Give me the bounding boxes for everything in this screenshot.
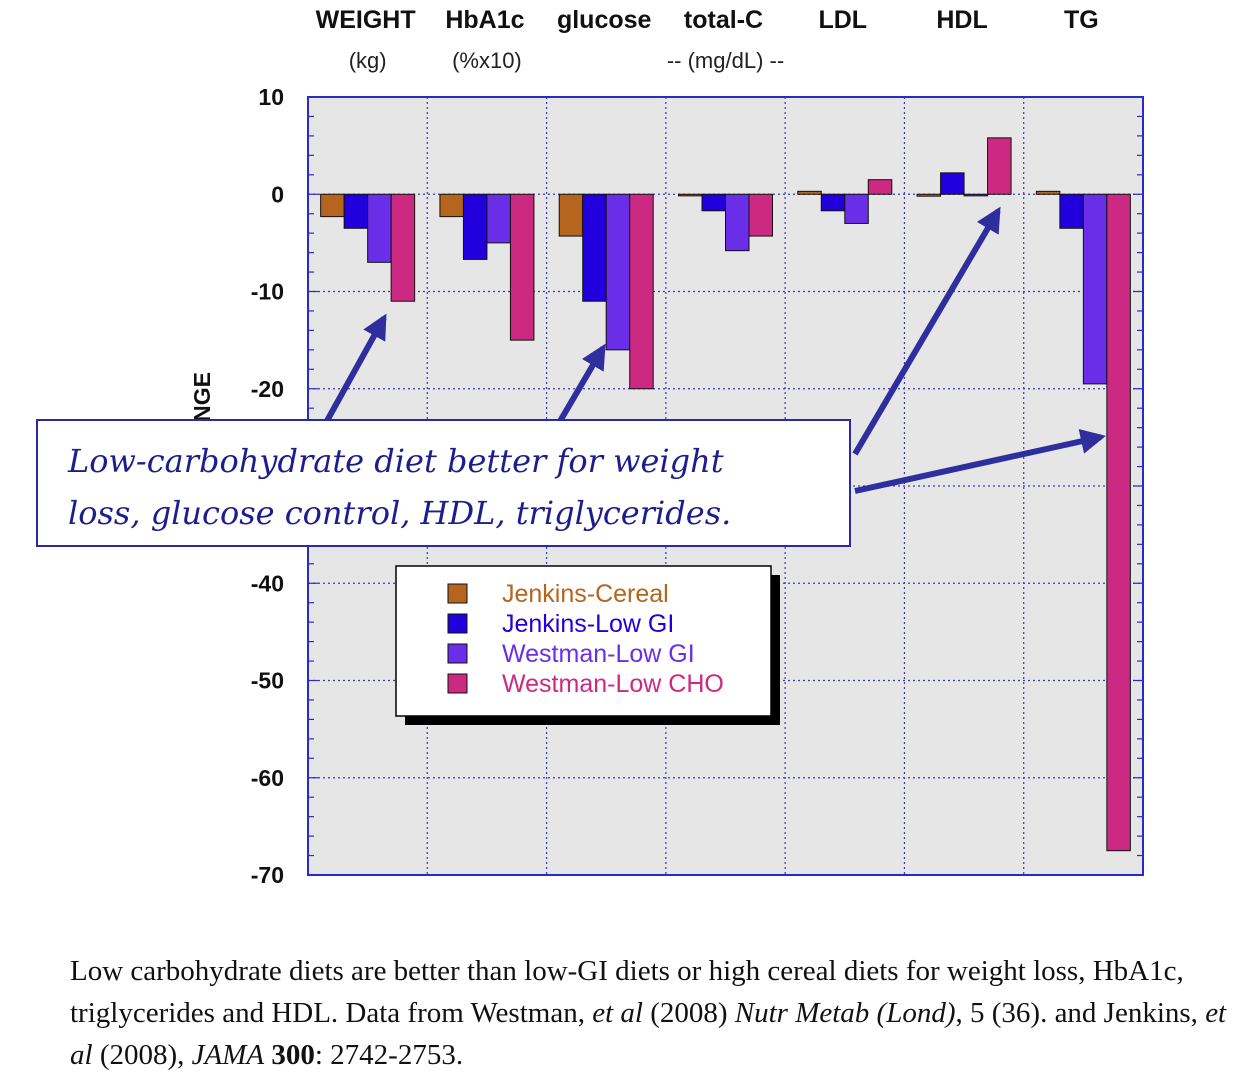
caption-journal-2: JAMA — [191, 1039, 265, 1071]
bar-tg-jenkins-cereal — [1035, 190, 1061, 195]
caption-text-3: , 5 (36). and Jenkins, — [955, 997, 1206, 1029]
category-unit-hba1c: (%x10) — [452, 48, 522, 73]
category-label-hba1c: HbA1c — [445, 6, 524, 34]
bar-total-c-jenkins-cereal — [678, 193, 703, 197]
bar-weight-westman-low-cho — [390, 193, 416, 302]
y-tick-label: -10 — [251, 279, 284, 305]
bar-hdl-westman-low-gi — [963, 193, 989, 197]
caption-etal-1: et al — [592, 997, 643, 1029]
callout-box: Low-carbohydrate diet better for weight … — [36, 419, 851, 547]
bar-hdl-westman-low-cho — [987, 137, 1012, 195]
category-label-ldl: LDL — [818, 6, 867, 34]
bar-glucose-westman-low-gi — [605, 193, 631, 351]
legend-label-2: Westman-Low GI — [502, 640, 695, 668]
y-tick-label: -20 — [251, 376, 284, 402]
legend-label-3: Westman-Low CHO — [502, 670, 724, 698]
caption-volume: 300 — [271, 1039, 315, 1071]
category-label-glucose: glucose — [557, 6, 652, 34]
annotation-arrow-4 — [854, 429, 1106, 494]
bar-hba1c-westman-low-cho — [509, 193, 535, 341]
legend-swatch-1 — [447, 613, 468, 634]
callout-line-2: loss, glucose control, HDL, triglyceride… — [68, 494, 732, 532]
bar-hdl-jenkins-cereal — [916, 193, 942, 197]
category-label-weight: WEIGHT — [316, 6, 416, 34]
category-unit-weight: (kg) — [349, 48, 387, 73]
bar-ldl-westman-low-gi — [844, 193, 869, 224]
y-tick-label: -60 — [251, 765, 284, 791]
legend-swatch-0 — [447, 583, 468, 604]
bar-total-c-westman-low-gi — [725, 193, 750, 252]
bar-hba1c-westman-low-gi — [486, 193, 511, 244]
bar-hdl-jenkins-low-gi — [940, 172, 965, 195]
bar-glucose-jenkins-low-gi — [582, 193, 607, 302]
category-label-tg: TG — [1064, 6, 1099, 34]
legend-swatch-3 — [447, 673, 468, 694]
bar-ldl-jenkins-cereal — [797, 190, 822, 195]
caption-text-6: : 2742-2753. — [314, 1039, 464, 1071]
legend-label-1: Jenkins-Low GI — [502, 610, 674, 638]
annotation-arrow-1 — [320, 313, 387, 430]
legend-swatch-2 — [447, 643, 468, 664]
bar-weight-jenkins-low-gi — [343, 193, 369, 229]
y-tick-label: -70 — [251, 862, 284, 888]
bar-weight-jenkins-cereal — [320, 193, 345, 218]
bar-tg-westman-low-gi — [1082, 193, 1108, 385]
category-unit-total-c: -- (mg/dL) -- — [667, 48, 784, 73]
y-tick-label: -40 — [251, 570, 284, 596]
bar-weight-westman-low-gi — [367, 193, 392, 263]
y-tick-label: 10 — [258, 84, 284, 110]
bar-glucose-jenkins-cereal — [558, 193, 584, 237]
annotation-arrow-3 — [852, 206, 1001, 456]
y-tick-label: 0 — [271, 181, 284, 207]
caption-text-2: (2008) — [642, 997, 735, 1029]
caption-etal-2: et al — [70, 997, 1227, 1071]
figure-caption: Low carbohydrate diets are better than l… — [70, 950, 1240, 1076]
bar-glucose-westman-low-cho — [629, 193, 654, 390]
category-label-total-c: total-C — [684, 6, 763, 34]
caption-journal-1: Nutr Metab (Lond) — [734, 997, 956, 1029]
caption-text-4: (2008), — [92, 1039, 192, 1071]
legend-label-0: Jenkins-Cereal — [502, 580, 669, 608]
callout-line-1: Low-carbohydrate diet better for weight — [68, 442, 724, 480]
bar-total-c-jenkins-low-gi — [701, 193, 726, 212]
category-label-hdl: HDL — [936, 6, 987, 34]
caption-text-1: Low carbohydrate diets are better than l… — [70, 955, 1184, 1029]
bar-tg-westman-low-cho — [1106, 193, 1131, 852]
bar-tg-jenkins-low-gi — [1059, 193, 1084, 229]
bar-ldl-westman-low-cho — [867, 179, 893, 195]
annotation-arrow-2 — [553, 343, 606, 430]
y-tick-label: -50 — [251, 668, 284, 694]
bar-hba1c-jenkins-low-gi — [462, 193, 488, 260]
bar-total-c-westman-low-cho — [748, 193, 773, 237]
bar-hba1c-jenkins-cereal — [439, 193, 464, 218]
bar-ldl-jenkins-low-gi — [820, 193, 846, 212]
